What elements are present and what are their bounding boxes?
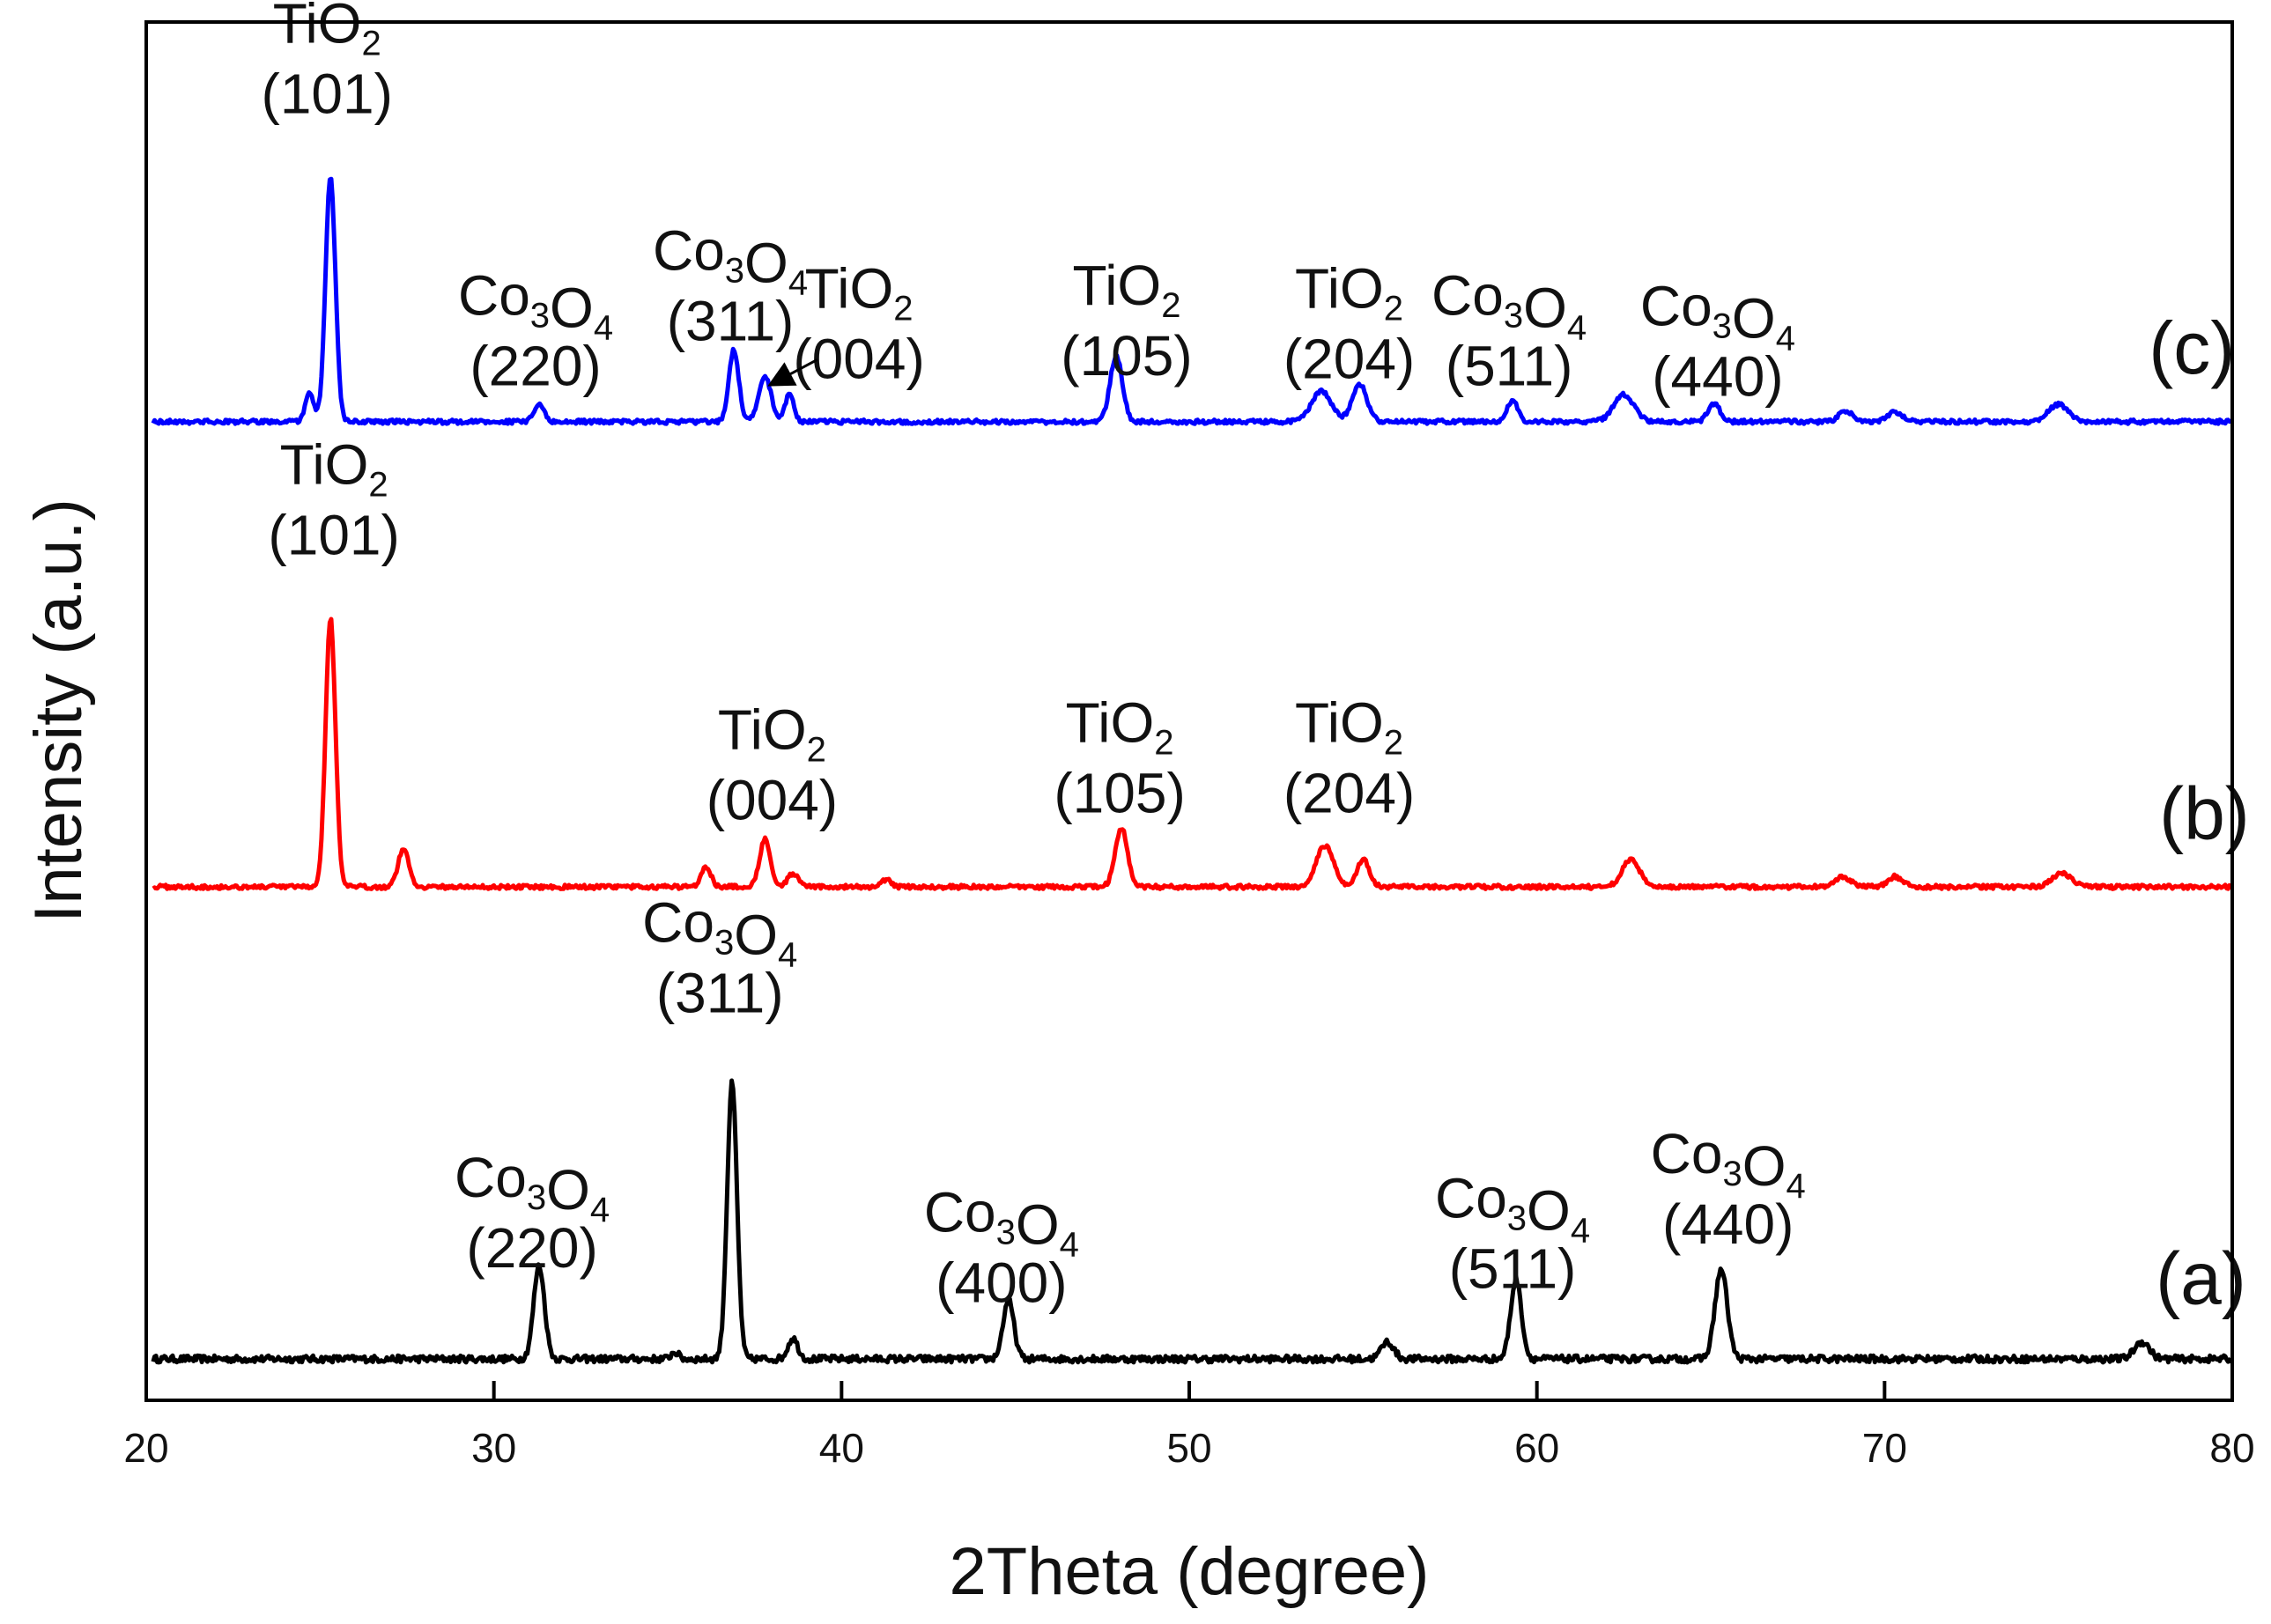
- peak-compound-label: Co3O4: [653, 219, 808, 303]
- peak-compound-label: Co3O4: [924, 1180, 1079, 1264]
- peak-compound-label: TiO2: [273, 0, 381, 63]
- y-axis-title: Intensity (a.u.): [21, 498, 96, 923]
- series-label: (b): [2159, 771, 2250, 854]
- peak-compound-label: Co3O4: [458, 264, 613, 348]
- peak-annotations: Co3O4(220)Co3O4(311)Co3O4(400)Co3O4(511)…: [262, 0, 1806, 1314]
- x-tick-label: 20: [123, 1425, 168, 1471]
- x-tick-label: 80: [2209, 1425, 2254, 1471]
- x-tick-label: 40: [819, 1425, 864, 1471]
- peak-compound-label: Co3O4: [642, 891, 797, 975]
- peak-compound-label: Co3O4: [1651, 1122, 1806, 1206]
- peak-compound-label: Co3O4: [1435, 1167, 1590, 1251]
- peak-compound-label: TiO2: [1295, 691, 1403, 763]
- series-line-a: [151, 1078, 2233, 1365]
- peak-compound-label: Co3O4: [1431, 264, 1587, 348]
- series-line-b: [152, 616, 2233, 891]
- x-axis-title: 2Theta (degree): [950, 1534, 1430, 1609]
- peak-hkl-label: (511): [1449, 1237, 1577, 1301]
- series-label: (c): [2149, 306, 2235, 389]
- peak-hkl-label: (220): [466, 1216, 597, 1280]
- peak-compound-label: TiO2: [280, 432, 388, 504]
- peak-compound-label: TiO2: [1072, 254, 1180, 325]
- peak-hkl-label: (204): [1283, 328, 1415, 391]
- peak-hkl-label: (101): [262, 62, 393, 125]
- peak-hkl-label: (105): [1054, 762, 1185, 825]
- peak-compound-label: TiO2: [1295, 257, 1403, 328]
- peak-hkl-label: (204): [1283, 762, 1415, 825]
- peak-compound-label: TiO2: [1066, 691, 1174, 763]
- peak-hkl-label: (004): [706, 769, 838, 832]
- peak-hkl-label: (220): [470, 335, 601, 398]
- x-tick-label: 60: [1514, 1425, 1559, 1471]
- peak-hkl-label: (004): [793, 328, 924, 391]
- x-tick-label: 30: [471, 1425, 516, 1471]
- spectra-curves: (a)(b)(c): [151, 176, 2250, 1365]
- peak-hkl-label: (311): [656, 962, 784, 1025]
- peak-hkl-label: (440): [1662, 1192, 1794, 1256]
- x-tick-label: 50: [1166, 1425, 1211, 1471]
- peak-hkl-label: (311): [667, 290, 795, 353]
- peak-hkl-label: (511): [1446, 335, 1573, 398]
- peak-compound-label: Co3O4: [1640, 274, 1795, 358]
- x-tick-label: 70: [1862, 1425, 1907, 1471]
- peak-hkl-label: (400): [936, 1251, 1067, 1314]
- peak-compound-label: TiO2: [805, 257, 914, 328]
- annotation-arrow: [767, 358, 818, 387]
- peak-hkl-label: (101): [268, 503, 399, 566]
- x-axis-ticks: 20 30 40 50 60 70 80: [123, 1381, 2255, 1471]
- series-line-c: [151, 176, 2232, 426]
- peak-hkl-label: (440): [1652, 344, 1783, 408]
- peak-compound-label: TiO2: [718, 698, 826, 770]
- peak-hkl-label: (105): [1061, 324, 1192, 388]
- peak-compound-label: Co3O4: [455, 1146, 610, 1229]
